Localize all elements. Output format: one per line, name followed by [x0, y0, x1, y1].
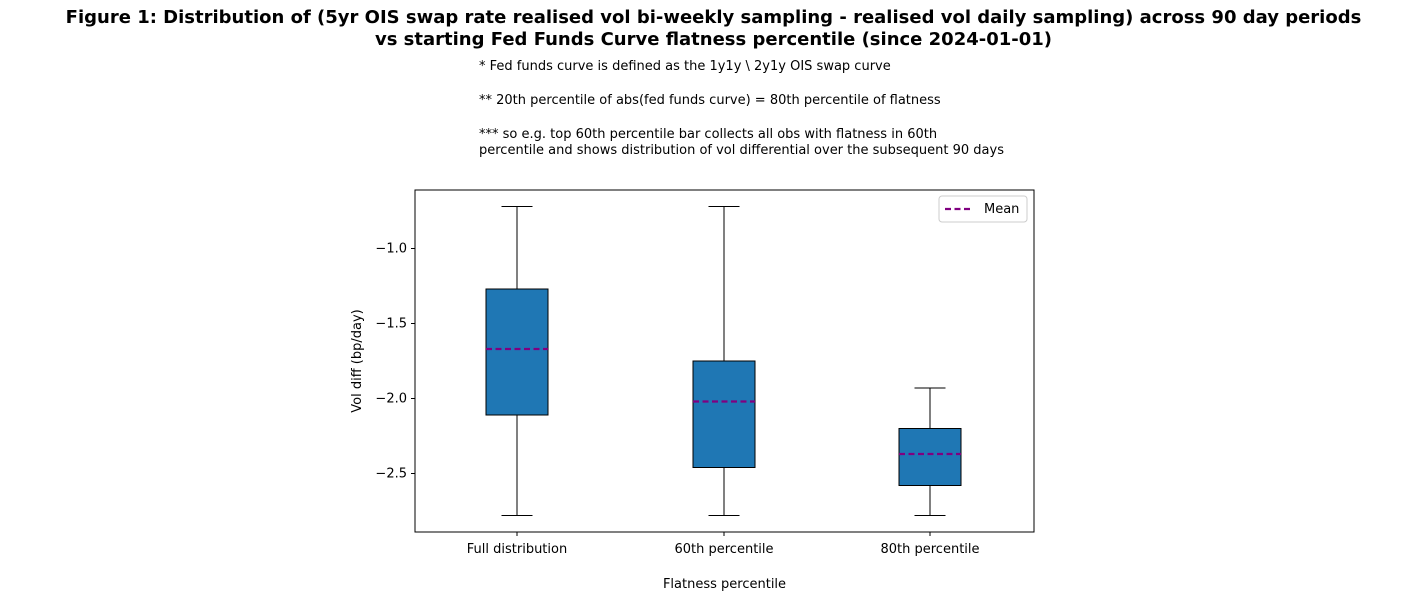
y-tick-label: −1.5: [375, 317, 407, 332]
x-axis-label: Flatness percentile: [663, 577, 786, 592]
figure-title-line-1: Figure 1: Distribution of (5yr OIS swap …: [65, 7, 1362, 28]
box-iqr: [692, 360, 756, 468]
legend-mean-label: Mean: [984, 202, 1019, 217]
x-tick-label: Full distribution: [467, 542, 567, 557]
y-axis-label: Vol diff (bp/day): [350, 309, 365, 412]
x-tick-label: 80th percentile: [880, 542, 979, 557]
legend-box: [938, 195, 1028, 223]
y-tick-label: −2.0: [375, 392, 407, 407]
footnote-3: *** so e.g. top 60th percentile bar coll…: [479, 127, 1004, 158]
x-tick-label: 60th percentile: [674, 542, 773, 557]
y-tick-label: −2.5: [375, 467, 407, 482]
figure-title: Figure 1: Distribution of (5yr OIS swap …: [0, 7, 1427, 51]
footnote-1: * Fed funds curve is defined as the 1y1y…: [479, 59, 891, 74]
box-iqr: [898, 428, 962, 486]
y-tick-label: −1.0: [375, 242, 407, 257]
box-iqr: [485, 288, 549, 416]
figure-title-line-2: vs starting Fed Funds Curve flatness per…: [374, 29, 1053, 50]
footnote-2: ** 20th percentile of abs(fed funds curv…: [479, 93, 941, 108]
footnotes: * Fed funds curve is defined as the 1y1y…: [479, 59, 1004, 177]
plot-frame: [414, 189, 1035, 533]
